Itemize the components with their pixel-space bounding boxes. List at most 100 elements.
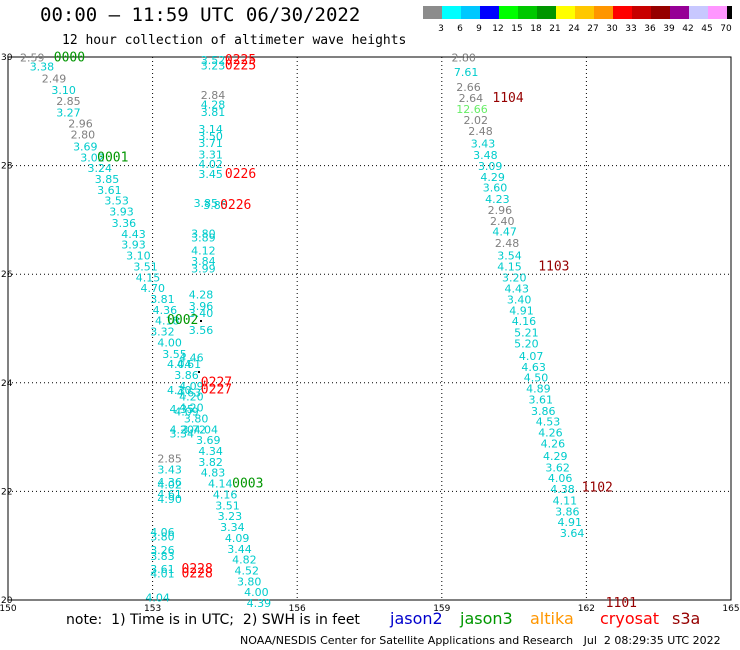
map-frame: 150 153 156 159 162 165 30 28 26 24 22 20 xyxy=(0,53,740,614)
swh-label: 4.50 xyxy=(524,372,549,385)
swh-label: 4.12 xyxy=(191,245,216,258)
swh-label: 3.86 xyxy=(555,505,580,518)
scale-tick-label: 9 xyxy=(476,24,482,33)
swh-label: 4.70 xyxy=(141,282,166,295)
swh-label: 3.85 xyxy=(194,197,219,210)
swh-label: 3.51 xyxy=(133,260,158,273)
legend-s3a: s3a xyxy=(672,609,701,628)
scale-swatch xyxy=(442,6,461,19)
swh-label: 4.16 xyxy=(512,315,537,328)
swh-label: 4.16 xyxy=(213,488,238,501)
pass-time-label: 0003 xyxy=(232,477,263,492)
swh-label: 4.91 xyxy=(557,516,582,529)
scale-swatch xyxy=(423,6,442,19)
swh-label: 2.48 xyxy=(495,237,520,250)
swh-label: 4.28 xyxy=(201,99,226,112)
swh-label: 3.61 xyxy=(529,393,554,406)
scale-tick-label: 12 xyxy=(492,24,503,33)
longitude-tick-label: 156 xyxy=(289,604,306,614)
swh-label: 4.00 xyxy=(157,336,182,349)
swh-label: 4.09 xyxy=(174,405,199,418)
swh-label: 4.63 xyxy=(521,361,546,374)
longitude-tick-label: 165 xyxy=(722,604,739,614)
swh-label: 2.64 xyxy=(459,92,484,105)
scale-swatch xyxy=(651,6,670,19)
swh-label: 3.09 xyxy=(478,160,503,173)
swh-label: 2.85 xyxy=(56,95,80,108)
scale-tick-label: 24 xyxy=(568,24,580,33)
swh-label: 2.02 xyxy=(463,114,488,127)
swh-label: 2.48 xyxy=(468,125,493,138)
pass-time-label: 0228 xyxy=(182,562,213,577)
scale-tick-label: 27 xyxy=(587,24,598,33)
swh-label: 3.83 xyxy=(150,550,175,563)
swh-label: 3.45 xyxy=(198,168,223,181)
swh-label: 4.53 xyxy=(536,416,561,429)
swh-label: 3.43 xyxy=(157,463,182,476)
swh-label: 3.69 xyxy=(73,140,98,153)
swh-label-layer: 2.593.382.493.102.853.272.962.803.693.02… xyxy=(20,51,584,610)
swh-label: 2.59 xyxy=(20,51,45,64)
swh-label: 2.96 xyxy=(488,204,512,217)
swh-label: 4.01 xyxy=(150,568,175,581)
swh-label: 4.29 xyxy=(480,171,505,184)
latitude-tick-label: 24 xyxy=(1,379,13,389)
swh-label: 3.53 xyxy=(104,195,128,208)
swh-label: 4.90 xyxy=(157,493,182,506)
swh-label: 4.06 xyxy=(150,526,175,539)
swh-label: 4.15 xyxy=(497,260,521,273)
credit-line: NOAA/NESDIS Center for Satellite Applica… xyxy=(240,634,721,647)
swh-label: 2.84 xyxy=(201,89,226,102)
swh-label: 7.61 xyxy=(454,66,479,79)
pass-time-label: 1103 xyxy=(538,259,569,274)
latitude-tick-label: 20 xyxy=(1,596,13,606)
scale-tick-label: 6 xyxy=(457,24,463,33)
swh-label: 3.43 xyxy=(471,138,496,151)
pass-time-label: 1101 xyxy=(606,596,637,611)
swh-label: 3.80 xyxy=(184,412,209,425)
swh-label: 4.20 xyxy=(169,423,194,436)
pass-marker xyxy=(200,320,202,322)
swh-label: 4.39 xyxy=(247,597,272,610)
swh-label: 3.36 xyxy=(112,217,137,230)
latitude-tick-label: 30 xyxy=(1,53,13,63)
swh-label: 3.64 xyxy=(560,527,585,540)
marker-layer xyxy=(198,320,202,373)
swh-label: 4.14 xyxy=(208,478,233,491)
scale-swatch xyxy=(670,6,689,19)
swh-label: 4.36 xyxy=(153,304,178,317)
swh-label: 4.15 xyxy=(136,271,161,284)
swh-label: 2.40 xyxy=(490,215,515,228)
swh-label: 3.20 xyxy=(502,271,527,284)
scale-tick-label: 3 xyxy=(438,24,444,33)
swh-label: 3.85 xyxy=(203,199,228,212)
swh-label: 4.83 xyxy=(201,467,226,480)
swh-label: 4.23 xyxy=(485,193,510,206)
latitude-tick-label: 28 xyxy=(1,162,13,172)
swh-label: 3.62 xyxy=(545,461,570,474)
legend-altika: altika xyxy=(530,609,574,628)
longitude-tick-label: 162 xyxy=(578,604,595,614)
scale-tick-label: 70 xyxy=(720,24,732,33)
swh-label: 3.44 xyxy=(227,543,252,556)
pass-time-label: 0225 xyxy=(225,53,256,68)
swh-label: 4.61 xyxy=(177,358,202,371)
swh-label: 3.89 xyxy=(191,232,216,245)
swh-label: 4.29 xyxy=(543,450,568,463)
swh-label: 3.26 xyxy=(150,544,175,557)
pass-time-label: 0002 xyxy=(167,313,198,328)
swh-label: 4.02 xyxy=(157,479,182,492)
swh-label: 3.72 xyxy=(182,423,207,436)
swh-label: 4.43 xyxy=(504,283,528,296)
scale-swatch xyxy=(461,6,480,19)
swh-label: 4.09 xyxy=(179,380,204,393)
scale-swatch xyxy=(632,6,651,19)
swh-label: 3.86 xyxy=(531,405,556,418)
latitude-tick-label: 22 xyxy=(1,487,12,497)
swh-label: 3.60 xyxy=(483,182,508,195)
scale-swatch xyxy=(689,6,708,19)
swh-label: 4.20 xyxy=(179,391,204,404)
pass-time-label: 0228 xyxy=(182,567,213,582)
